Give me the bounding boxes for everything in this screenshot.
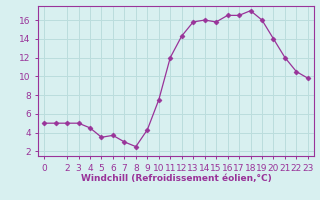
X-axis label: Windchill (Refroidissement éolien,°C): Windchill (Refroidissement éolien,°C) [81, 174, 271, 183]
